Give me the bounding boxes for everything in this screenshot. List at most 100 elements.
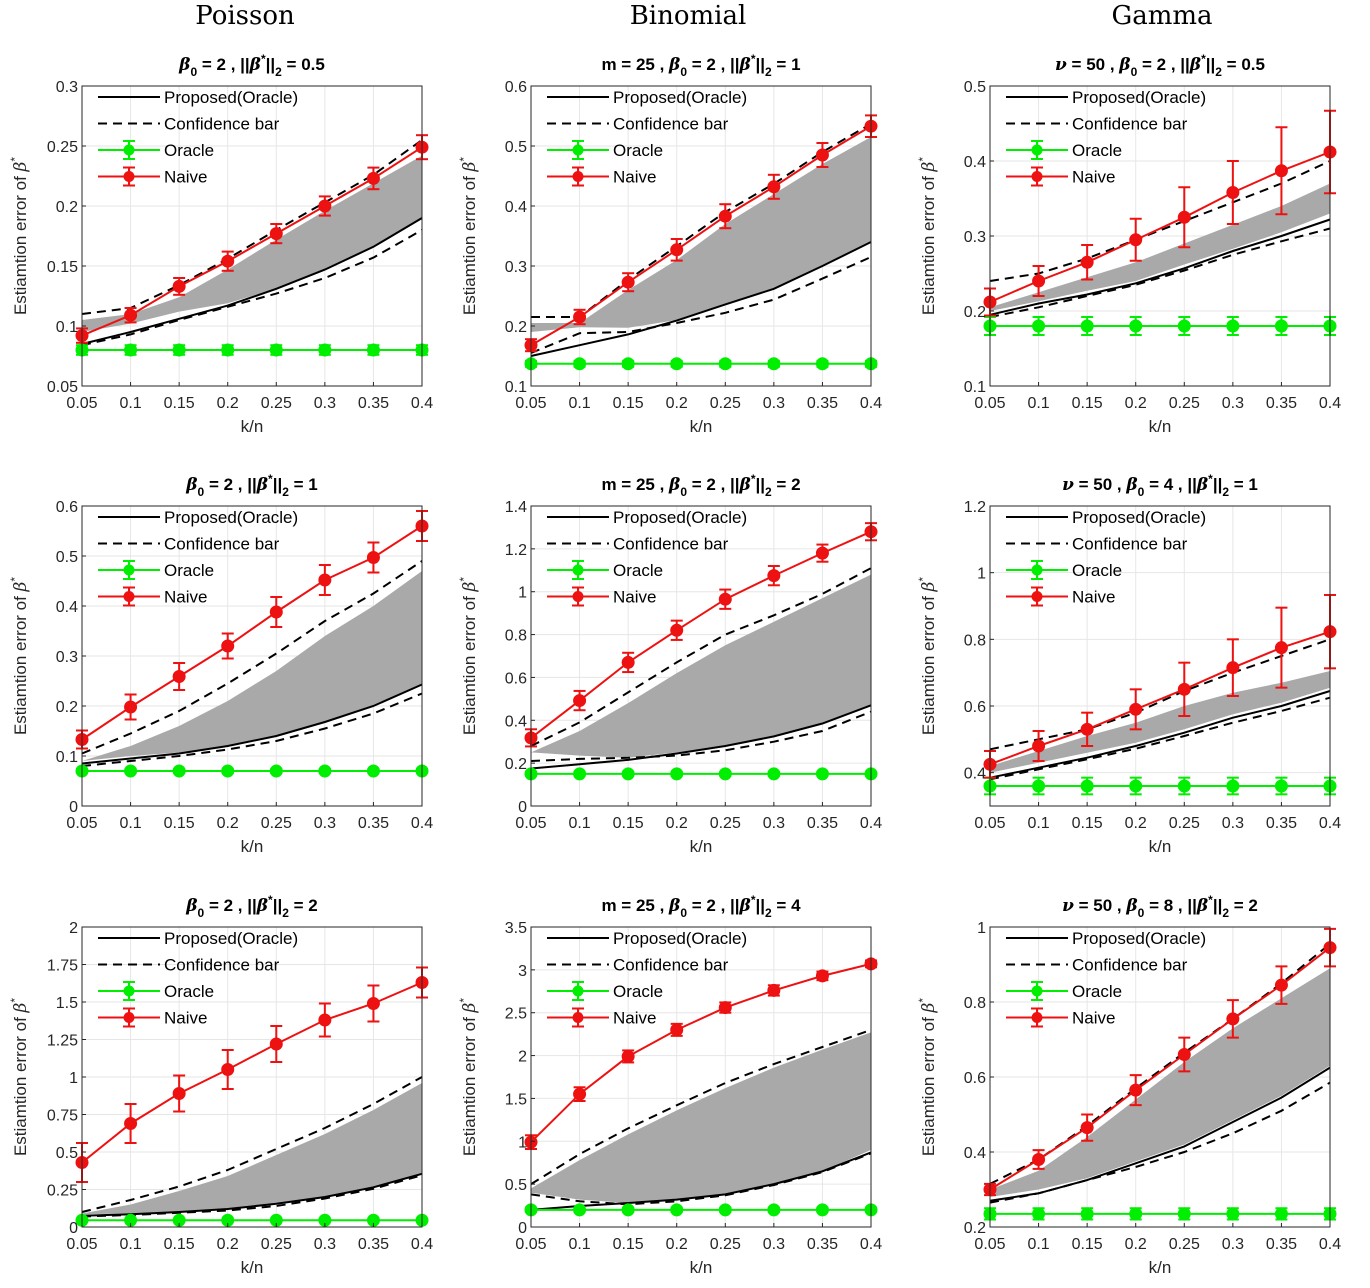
oracle-point (1032, 779, 1046, 793)
x-tick-label: 0.2 (1125, 1236, 1147, 1253)
y-tick-label: 0.3 (56, 79, 78, 96)
legend-oracle-label: Oracle (164, 982, 214, 1001)
title-symbol: ν (1062, 896, 1074, 916)
naive-point (718, 1001, 732, 1015)
title-subscript: 0 (680, 65, 687, 79)
legend-naive-label: Naive (164, 588, 207, 607)
legend-naive-marker (123, 591, 135, 602)
y-axis-label-symbol: β (460, 1002, 480, 1013)
title-subscript: 2 (1222, 485, 1229, 499)
naive-point (718, 209, 732, 223)
title-subscript: 0 (680, 485, 687, 499)
x-tick-label: 0.4 (860, 1236, 882, 1253)
x-tick-label: 0.2 (217, 1236, 239, 1253)
title-norm-value: = 2 (772, 475, 801, 494)
confidence-bar-lower-line (530, 256, 872, 354)
y-tick-label: 0.2 (56, 199, 78, 216)
title-norm-bars: || (1206, 55, 1216, 74)
title-norm-value: = 4 (772, 896, 801, 915)
y-axis-label-superscript: * (8, 157, 22, 162)
legend-oracle-label: Oracle (1072, 561, 1122, 580)
axes-box (530, 85, 872, 387)
confidence-bar-lower-line (81, 1174, 423, 1218)
naive-point (767, 180, 781, 194)
title-superscript: * (1208, 893, 1213, 907)
y-axis-label-text: Estiamtion error of (460, 1012, 479, 1156)
naive-point (318, 1013, 332, 1027)
naive-point (670, 623, 684, 637)
x-axis-label: k/n (690, 1258, 713, 1277)
panel-title: β0 = 2 , ||β*||2 = 2 (185, 893, 318, 920)
y-axis-label-symbol: β (460, 161, 480, 172)
y-tick-label: 1.5 (56, 995, 78, 1012)
y-tick-label: 2 (69, 920, 78, 937)
oracle-point (1177, 1207, 1191, 1221)
y-axis-label-text: Estiamtion error of (460, 171, 479, 315)
y-tick-label: 1 (977, 566, 986, 583)
legend: Proposed(Oracle) Confidence bar Oracle Naiv… (1006, 88, 1206, 187)
legend-proposed-label: Proposed(Oracle) (613, 929, 747, 948)
y-tick-label: 0.8 (964, 995, 986, 1012)
x-tick-label: 0.1 (1027, 1236, 1049, 1253)
y-axis-label-symbol: β (919, 581, 939, 592)
title-subscript: 2 (282, 485, 289, 499)
title-beta0-value: = 2 , || (687, 475, 740, 494)
y-tick-label: 1 (518, 1134, 527, 1151)
legend-oracle-marker (1031, 144, 1043, 156)
naive-point (815, 148, 829, 162)
confidence-bar-upper-line (530, 1028, 872, 1185)
legend-confidence-label: Confidence bar (164, 535, 280, 554)
proposed-line (530, 241, 872, 357)
x-axis-label: k/n (241, 417, 264, 436)
y-tick-label: 2 (518, 1049, 527, 1066)
x-tick-label: 0.25 (1169, 815, 1200, 832)
oracle-point (124, 343, 138, 357)
y-axis-label: Estiamtion error of β* (916, 998, 939, 1156)
naive-point (621, 275, 635, 289)
x-tick-label: 0.2 (666, 815, 688, 832)
oracle-point (269, 764, 283, 778)
naive-line (530, 125, 872, 347)
x-tick-label: 0.1 (119, 395, 141, 412)
y-tick-label: 1 (518, 585, 527, 602)
x-tick-label: 0.25 (710, 815, 741, 832)
title-subscript: 2 (275, 65, 282, 79)
x-tick-label: 0.4 (860, 815, 882, 832)
legend-confidence-label: Confidence bar (164, 956, 280, 975)
legend-confidence-label: Confidence bar (613, 115, 729, 134)
y-tick-label: 1.75 (47, 958, 78, 975)
title-beta0-symbol: β (1125, 896, 1137, 916)
x-tick-label: 0.35 (1266, 395, 1297, 412)
chart-panel: 0.10.20.30.40.50.05 0.1 0.15 0.2 0.25 0.3 0.35… (916, 52, 1341, 436)
y-tick-label: 0.2 (505, 756, 527, 773)
legend-oracle-marker (1031, 985, 1043, 997)
legend: Proposed(Oracle) Confidence bar Oracle Naiv… (98, 88, 298, 187)
legend-naive-label: Naive (613, 1009, 656, 1028)
x-tick-label: 0.05 (515, 395, 546, 412)
y-axis-label-superscript: * (8, 998, 22, 1003)
x-tick-label: 0.15 (164, 395, 195, 412)
confidence-bar-upper-line (531, 122, 872, 318)
naive-point (366, 171, 380, 185)
x-axis-label: k/n (690, 417, 713, 436)
naive-point (815, 546, 829, 560)
x-tick-label: 0.1 (1027, 395, 1049, 412)
title-subscript: 2 (282, 906, 289, 920)
y-tick-label: 0.6 (964, 1070, 986, 1087)
title-norm-value: = 2 (289, 896, 318, 915)
title-norm-bars: || (756, 55, 766, 74)
naive-line (989, 151, 1331, 303)
x-tick-label: 0.25 (261, 815, 292, 832)
legend-naive-label: Naive (164, 1009, 207, 1028)
legend-naive-marker (572, 171, 584, 182)
title-prefix: m = 25 , (601, 896, 669, 915)
y-tick-label: 0.5 (505, 1177, 527, 1194)
x-tick-label: 0.2 (666, 1236, 688, 1253)
y-axis-label-text: Estiamtion error of (919, 1012, 938, 1156)
oracle-point (718, 1203, 732, 1217)
naive-point (269, 227, 283, 241)
y-tick-label: 0.3 (964, 229, 986, 246)
axes-box (530, 505, 872, 807)
x-tick-label: 0.1 (568, 1236, 590, 1253)
axes-box (530, 926, 872, 1228)
